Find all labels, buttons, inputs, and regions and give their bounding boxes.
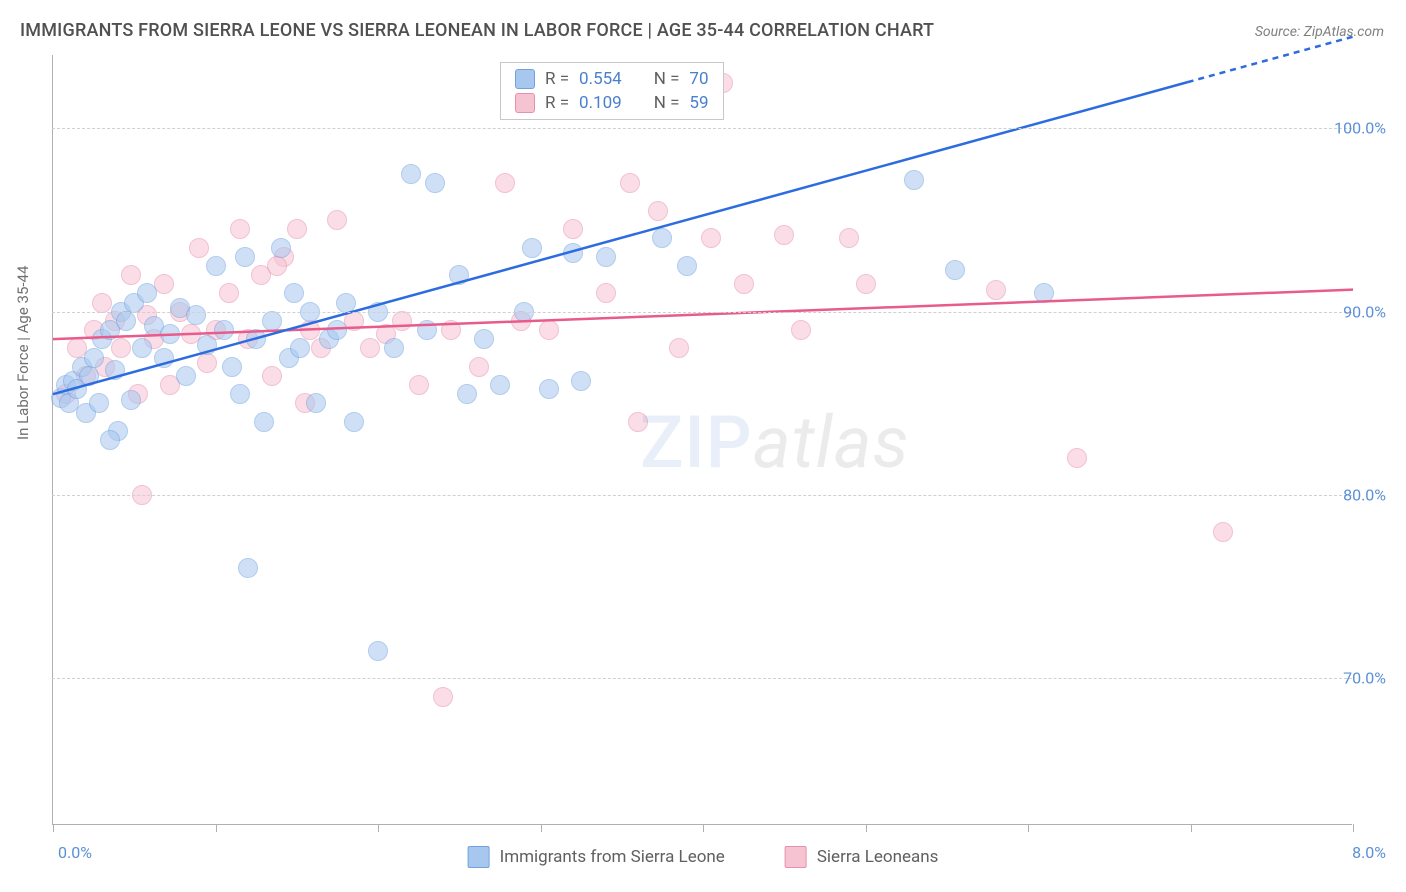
grid-line xyxy=(52,128,1352,129)
legend-label: Sierra Leoneans xyxy=(817,847,939,867)
x-tick xyxy=(1028,824,1029,832)
stat-r-value: 0.109 xyxy=(579,93,622,113)
correlation-chart: IMMIGRANTS FROM SIERRA LEONE VS SIERRA L… xyxy=(0,0,1406,892)
stat-n-label: N = xyxy=(654,93,680,113)
x-tick xyxy=(53,824,54,832)
x-axis-max-label: 8.0% xyxy=(1352,843,1386,862)
stat-r-label: R = xyxy=(545,93,569,113)
legend-label: Immigrants from Sierra Leone xyxy=(500,847,725,867)
grid-line xyxy=(52,495,1352,496)
x-tick xyxy=(1353,824,1354,832)
x-tick xyxy=(866,824,867,832)
stat-row: R = 0.554 N = 70 xyxy=(515,69,709,89)
y-tick-label: 100.0% xyxy=(1334,119,1386,138)
trend-lines xyxy=(53,55,1353,825)
stat-n-label: N = xyxy=(654,69,680,89)
x-tick xyxy=(1191,824,1192,832)
stat-r-label: R = xyxy=(545,69,569,89)
stat-n-value: 70 xyxy=(689,69,708,89)
plot-area xyxy=(52,55,1352,825)
stat-row: R = 0.109 N = 59 xyxy=(515,93,709,113)
stat-r-value: 0.554 xyxy=(579,69,622,89)
stat-swatch xyxy=(515,69,535,89)
legend-item: Immigrants from Sierra Leone xyxy=(468,846,725,868)
legend-swatch xyxy=(468,846,490,868)
grid-line xyxy=(52,678,1352,679)
x-tick xyxy=(216,824,217,832)
y-tick-label: 70.0% xyxy=(1343,669,1386,688)
legend-item: Sierra Leoneans xyxy=(785,846,939,868)
correlation-stats-box: R = 0.554 N = 70 R = 0.109 N = 59 xyxy=(500,62,724,120)
x-tick xyxy=(541,824,542,832)
legend: Immigrants from Sierra Leone Sierra Leone… xyxy=(468,846,939,868)
x-tick xyxy=(378,824,379,832)
stat-n-value: 59 xyxy=(689,93,708,113)
y-axis-label: In Labor Force | Age 35-44 xyxy=(14,266,32,440)
x-tick xyxy=(703,824,704,832)
y-tick-label: 80.0% xyxy=(1343,486,1386,505)
source-attribution: Source: ZipAtlas.com xyxy=(1255,24,1384,40)
y-tick-label: 90.0% xyxy=(1343,302,1386,321)
grid-line xyxy=(52,312,1352,313)
chart-title: IMMIGRANTS FROM SIERRA LEONE VS SIERRA L… xyxy=(20,20,934,41)
x-axis-min-label: 0.0% xyxy=(58,843,92,862)
legend-swatch xyxy=(785,846,807,868)
stat-swatch xyxy=(515,93,535,113)
